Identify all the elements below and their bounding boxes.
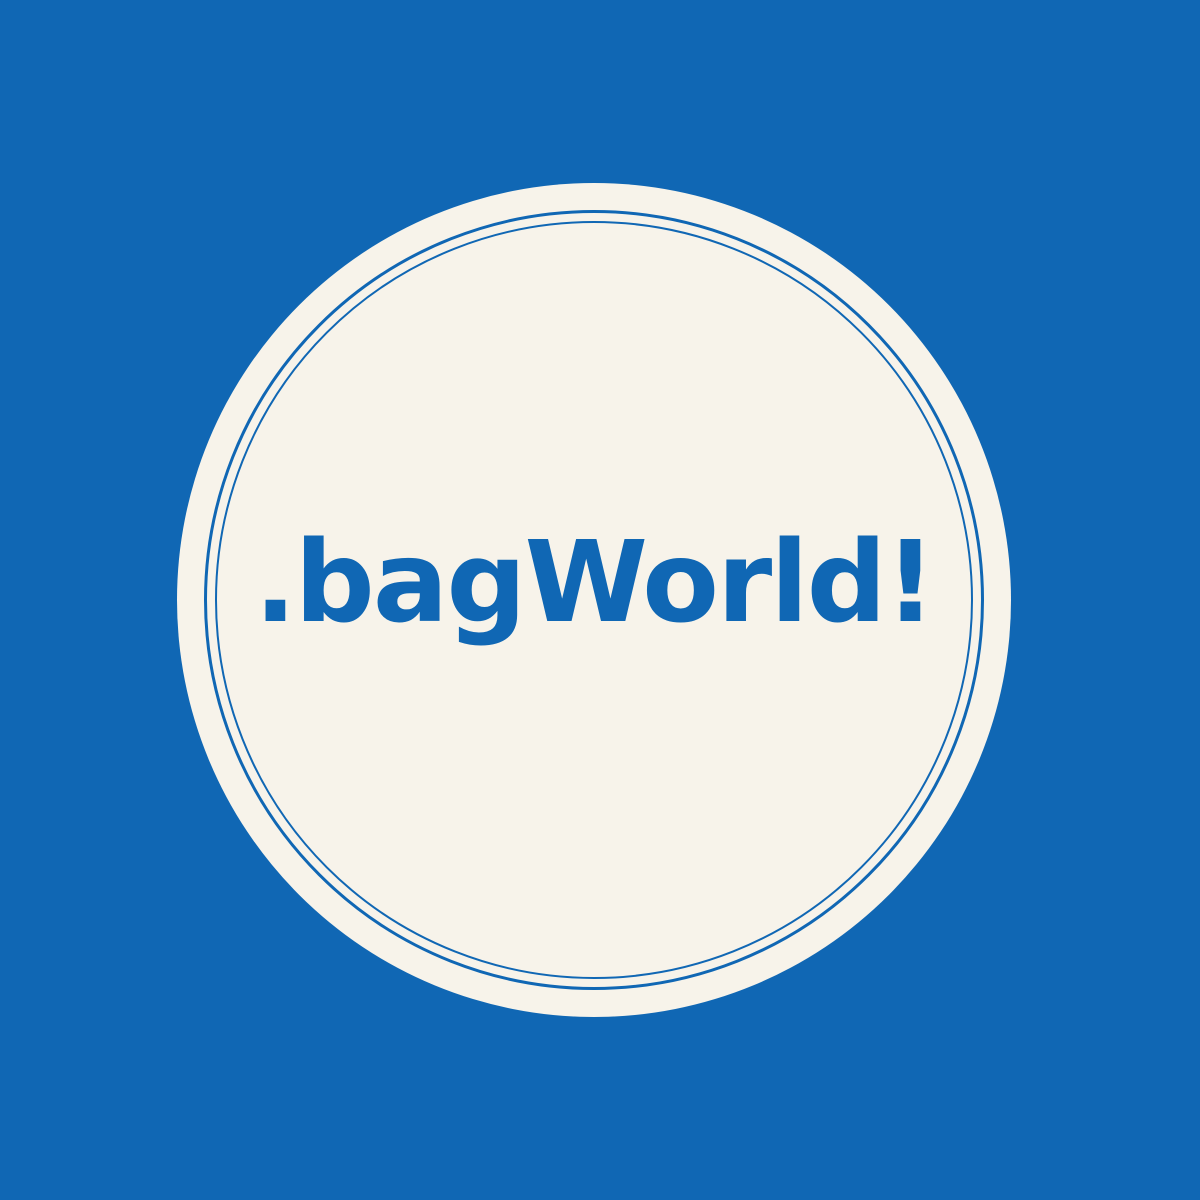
brand-wordmark: .bagWorld! (254, 518, 936, 648)
badge-inner-ring (215, 221, 973, 979)
badge-outer-ring (204, 210, 984, 990)
